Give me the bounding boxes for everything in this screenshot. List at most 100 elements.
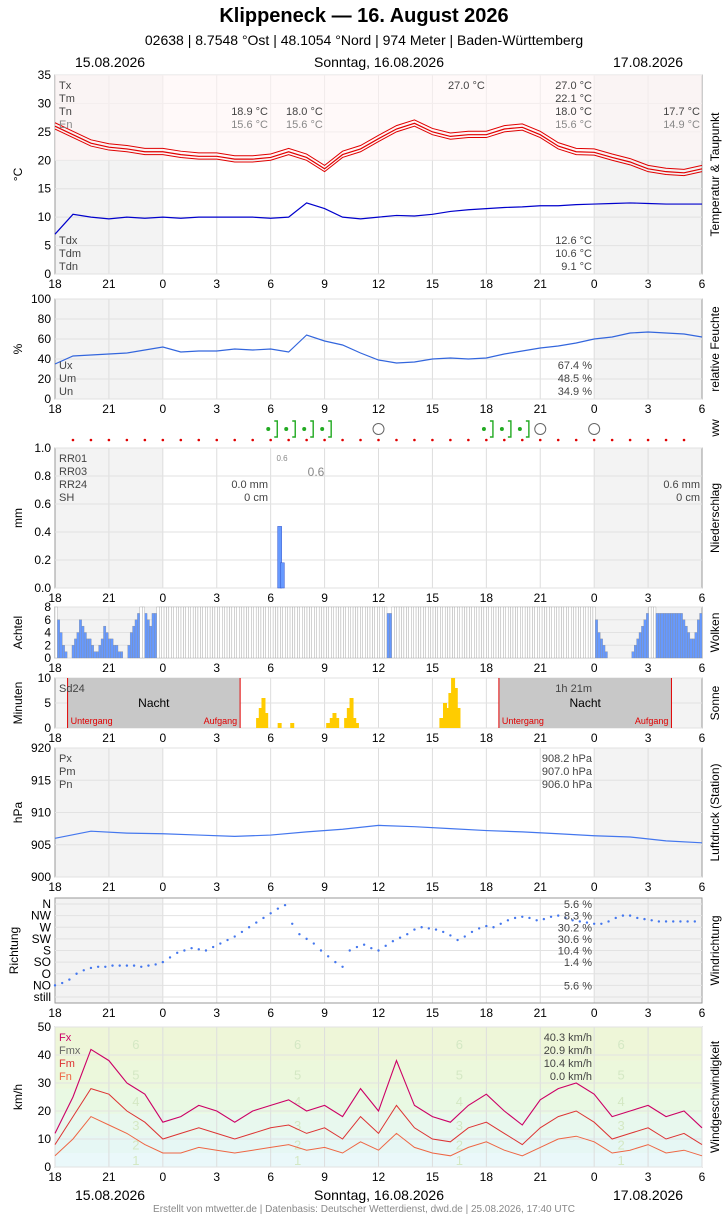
cloud-bar: [432, 606, 436, 659]
cloud-bar: [578, 606, 581, 659]
ww-clear-symbol: [372, 423, 385, 435]
y-tick-label: 35: [38, 68, 52, 82]
cloud-bar: [331, 606, 334, 659]
y-tick-label: 0.6: [34, 497, 51, 511]
x-tick-label: 3: [213, 731, 220, 745]
beaufort-label: 6: [294, 1037, 301, 1052]
x-tick-label: 18: [480, 1170, 494, 1184]
ww-dot: [323, 438, 326, 442]
sunrise-label: Aufgang: [635, 716, 669, 726]
cloud-bar: [113, 645, 116, 659]
cloud-bar: [335, 606, 339, 659]
x-tick-label: 18: [480, 591, 494, 605]
y-tick-label: 920: [31, 741, 51, 755]
ww-bracket-symbol: [310, 420, 314, 438]
direction-point: [197, 948, 200, 951]
cloud-bar: [478, 606, 482, 659]
direction-point: [53, 984, 57, 987]
direction-point: [132, 964, 136, 967]
cloud-bar: [641, 625, 644, 659]
direction-point: [413, 928, 416, 931]
temp-legend: Tn: [59, 106, 72, 118]
cloud-bar: [408, 606, 412, 659]
cloud-bar: [263, 606, 266, 659]
cloud-bar: [348, 606, 351, 659]
direction-point: [283, 903, 287, 907]
cloud-bar: [103, 625, 107, 659]
temp-legend: En: [59, 119, 72, 131]
direction-summary: 8.3 %: [564, 911, 592, 923]
sunset-label: Untergang: [502, 716, 544, 726]
cloud-bar: [524, 606, 528, 659]
direction-point: [592, 922, 596, 925]
ww-dot: [179, 438, 183, 442]
direction-point: [542, 917, 546, 921]
y-tick-label: 100: [31, 292, 51, 306]
cloud-bar: [183, 606, 187, 659]
direction-point: [125, 964, 129, 967]
ww-dot: [503, 438, 506, 442]
hum-summary: 34.9 %: [558, 386, 592, 398]
cloud-bar: [672, 613, 676, 659]
x-tick-label: 6: [267, 591, 274, 605]
beaufort-label: 4: [456, 1094, 463, 1109]
direction-point: [334, 960, 337, 964]
x-tick-label: 21: [534, 880, 548, 894]
hum-summary: 48.5 %: [558, 373, 592, 385]
cloud-bar: [650, 606, 654, 659]
cloud-bar: [362, 606, 366, 659]
ww-rain-symbol: [320, 427, 325, 431]
cloud-bar: [255, 606, 259, 659]
x-tick-label: 0: [159, 402, 166, 416]
cloud-bar: [498, 606, 502, 659]
cloud-bar: [413, 606, 417, 659]
cloud-bar: [54, 606, 58, 659]
cloud-bar: [420, 606, 424, 659]
y-tick-label: 60: [38, 332, 52, 346]
cloud-bar: [507, 606, 511, 659]
side-label: Niederschlag: [708, 483, 722, 553]
cloud-bar: [173, 606, 177, 659]
side-label: relative Feuchte: [708, 306, 722, 392]
y-tick-label: 10: [38, 671, 52, 685]
cloud-bar: [495, 606, 499, 659]
cloud-bar: [253, 606, 257, 659]
wind-legend: Fx: [59, 1032, 72, 1044]
ww-rain-symbol: [499, 427, 504, 431]
cloud-bar: [684, 625, 688, 659]
direction-point: [104, 965, 107, 968]
dew-legend: Tdx: [59, 235, 78, 247]
x-tick-label: 3: [645, 277, 652, 291]
x-tick-label: 18: [480, 880, 494, 894]
cloud-bar: [195, 606, 199, 659]
precip-peak: 0.6: [308, 465, 325, 479]
sun-bar: [290, 723, 295, 728]
x-tick-label: 21: [102, 277, 116, 291]
direction-point: [427, 927, 431, 930]
cloud-bar: [486, 606, 489, 659]
cloud-bar: [680, 613, 683, 659]
cloud-bar: [297, 606, 300, 659]
cloud-bar: [340, 606, 344, 659]
x-tick-label: 15: [426, 1170, 440, 1184]
ww-dot: [520, 438, 524, 442]
max-mean-wind-line: [54, 1088, 703, 1146]
cloud-bar: [241, 606, 245, 659]
side-label: Wolken: [708, 613, 722, 653]
direction-point: [607, 920, 610, 923]
cloud-bar: [224, 606, 228, 659]
x-tick-label: 15: [426, 277, 440, 291]
x-tick-label: 3: [645, 402, 652, 416]
ww-dot: [233, 438, 237, 442]
pressure-legend: Px: [59, 753, 72, 765]
cloud-bar: [512, 606, 516, 659]
cloud-bar: [461, 606, 465, 659]
station-info: 02638 | 8.7548 °Ost | 48.1054 °Nord | 97…: [144, 32, 584, 48]
sun-bar: [448, 693, 453, 728]
cloud-bar: [88, 638, 92, 659]
ww-dot: [431, 438, 434, 442]
x-tick-label: 0: [159, 1170, 166, 1184]
y-tick-label: 0.0: [34, 581, 51, 595]
direction-point: [664, 920, 668, 923]
ww-dot: [71, 438, 75, 442]
